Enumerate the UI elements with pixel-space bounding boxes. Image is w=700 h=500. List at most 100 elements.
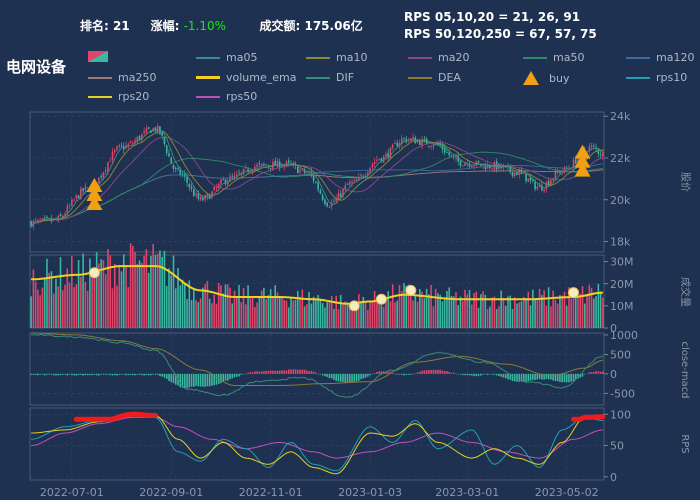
macd-histogram-bar [95,373,98,376]
volume-bar [172,255,175,328]
volume-bar [186,299,188,328]
volume-bar [195,300,197,328]
macd-histogram-bar [330,373,333,379]
candle-body [80,188,82,200]
volume-bar [77,260,80,328]
macd-histogram-bar [464,373,466,376]
volume-bar [597,283,600,328]
legend-item-DIF[interactable]: DIF [306,71,354,84]
candle-body [475,160,478,166]
volume-bar [181,279,184,328]
macd-histogram-bar [306,370,308,374]
macd-histogram-bar [193,373,195,387]
volume-bar [443,299,446,328]
macd-histogram-bar [378,371,380,374]
volume-bar [80,276,82,328]
candle-body [376,159,378,161]
volume-bar [339,295,342,328]
volume-bar [581,286,584,328]
volume-bar [143,255,145,328]
volume-bar [432,306,435,328]
macd-histogram-bar [208,373,211,387]
legend-item-ma250[interactable]: ma250 [88,71,156,84]
volume-bar [346,302,349,328]
macd-histogram-bar [297,369,299,374]
volume-bar [59,257,62,328]
candle-body [563,167,566,173]
macd-histogram-bar [414,373,417,375]
legend-item-ma20[interactable]: ma20 [408,51,469,64]
macd-histogram-bar [593,372,595,374]
volume-bar [263,287,265,328]
candle-body [511,171,514,176]
volume-highlight-dot [375,293,387,305]
volume-bar [391,284,394,328]
legend-item-DEA[interactable]: DEA [408,71,461,84]
candle-body [387,152,389,158]
macd-histogram-bar [125,373,127,376]
volume-bar [141,262,143,328]
legend-item-ma50[interactable]: ma50 [523,51,584,64]
volume-bar [486,308,489,328]
candle-body [46,216,48,218]
macd-histogram-bar [213,373,215,386]
volume-bar [202,287,204,328]
volume-bar [283,299,286,328]
volume-bar [439,294,441,328]
volume-bar [602,297,604,328]
legend-item-volume-ema[interactable]: volume_ema [196,71,296,84]
volume-bar [197,302,200,328]
legend-item-rps50[interactable]: rps50 [196,90,257,103]
macd-histogram-bar [355,373,358,382]
volume-bar [168,268,170,328]
candle-body [367,172,369,177]
volume-bar [412,300,414,328]
macd-histogram-bar [396,373,399,375]
legend-item-ma120[interactable]: ma120 [626,51,694,64]
volume-bar [55,278,57,328]
candle-body [394,143,396,145]
volume-bar [509,295,512,328]
macd-histogram-bar [211,373,213,386]
macd-histogram-bar [432,369,435,374]
legend-item-rps10[interactable]: rps10 [626,71,687,84]
macd-histogram-bar [283,370,286,374]
legend-item-buy[interactable]: buy [523,71,569,85]
candle-body [419,140,421,145]
candle-body [565,168,568,170]
volume-bar [242,287,245,328]
volume-bar [421,291,423,328]
candle-body [102,172,105,178]
volume-bar [274,285,276,328]
volume-bar [369,301,371,328]
legend-item-ma05[interactable]: ma05 [196,51,257,64]
buy-marker [86,196,103,211]
volume-bar [378,302,380,328]
legend-label: ma250 [118,71,157,84]
legend-item-ma10[interactable]: ma10 [306,51,367,64]
macd-histogram-bar [457,373,460,375]
volume-bar [89,258,91,328]
volume-bar [547,287,550,328]
candle-body [525,173,527,182]
macd-histogram-bar [120,373,123,375]
macd-histogram-bar [572,373,575,381]
volume-bar [504,305,507,328]
volume-bar [452,296,455,328]
candle-body [371,164,374,168]
legend-swatch [88,76,112,79]
macd-histogram-bar [595,371,597,374]
macd-histogram-bar [518,373,521,382]
volume-bar [428,294,430,328]
macd-histogram-bar [50,373,53,375]
macd-histogram-bar [163,373,166,378]
volume-bar [527,291,530,328]
volume-bar [351,301,353,328]
volume-bar [98,263,100,328]
macd-histogram-bar [561,373,563,383]
volume-bar [586,294,588,328]
macd-histogram-bar [541,373,543,380]
volume-bar [568,287,570,328]
legend-item-rps20[interactable]: rps20 [88,90,149,103]
macd-histogram-bar [136,373,139,375]
